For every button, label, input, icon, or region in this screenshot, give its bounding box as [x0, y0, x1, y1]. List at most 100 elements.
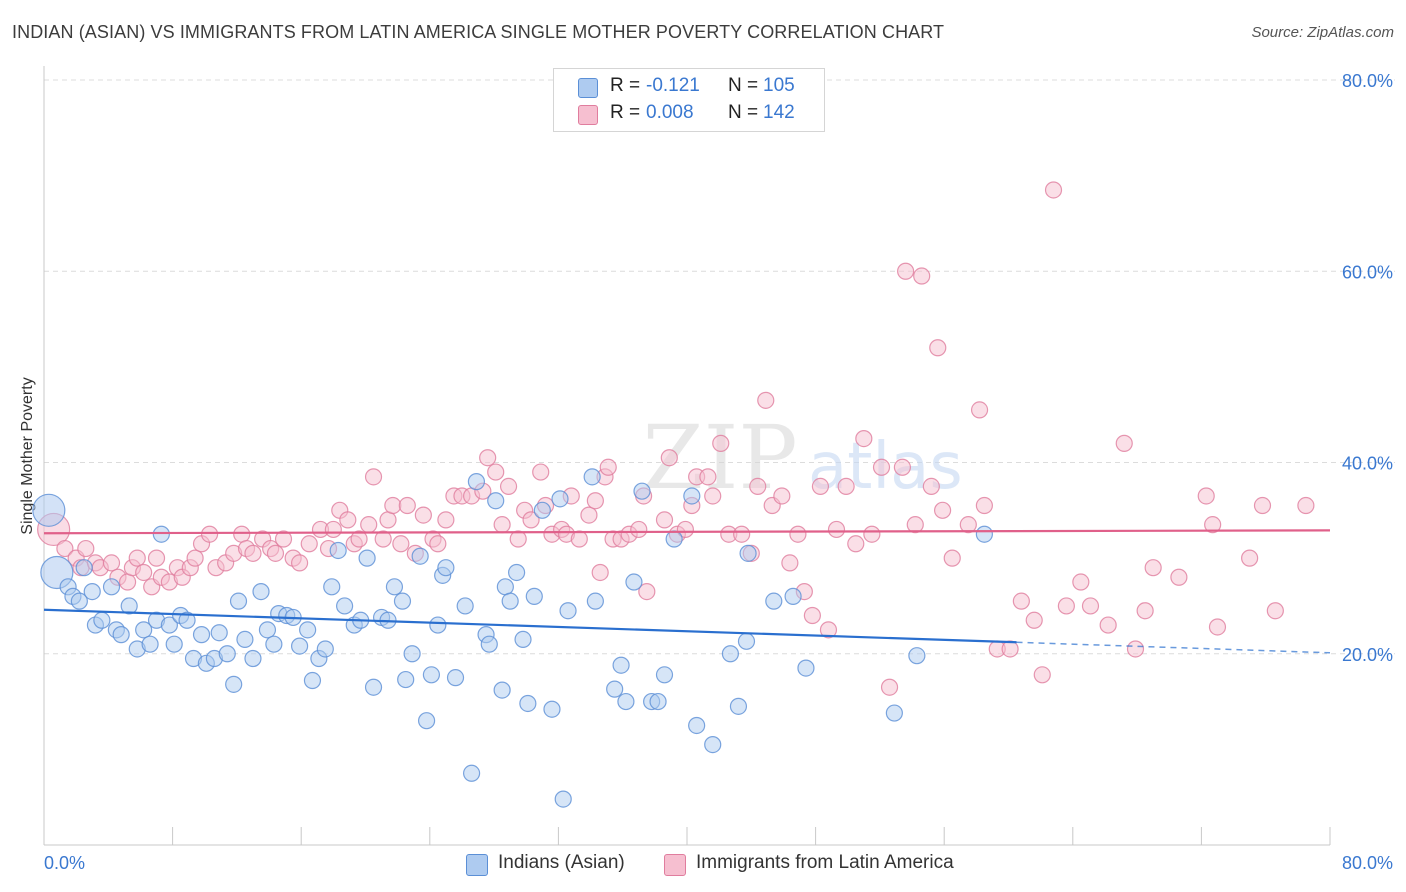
latin-america-point: [811, 477, 830, 496]
indians-point: [429, 616, 447, 634]
indians-point: [210, 624, 228, 642]
indians-point: [797, 659, 815, 677]
indians-point: [737, 632, 756, 650]
latin-america-point: [773, 487, 791, 505]
indians-point: [422, 666, 441, 684]
latin-america-point: [970, 401, 989, 419]
indians-point: [83, 582, 101, 601]
bottom-legend-label-indians: Indians (Asian): [498, 852, 625, 873]
legend-n-label: N =: [728, 102, 759, 123]
indians-point: [236, 630, 254, 649]
latin-america-point: [102, 554, 121, 572]
indians-point: [135, 621, 153, 639]
latin-america-point: [1081, 597, 1100, 615]
bottom-legend-label-latin-america: Immigrants from Latin America: [696, 852, 954, 873]
latin-america-point: [1001, 640, 1019, 658]
legend-n-value: 105: [763, 75, 795, 96]
latin-america-point: [56, 539, 74, 558]
latin-america-point: [712, 434, 730, 452]
latin-america-point: [147, 549, 166, 567]
latin-america-point: [135, 563, 153, 582]
latin-america-point: [586, 492, 604, 510]
latin-america-point: [789, 525, 807, 543]
latin-america-point: [749, 477, 767, 496]
latin-america-point: [487, 463, 505, 481]
indians-point: [265, 635, 283, 653]
latin-america-point: [77, 539, 95, 558]
latin-america-point: [509, 530, 527, 548]
indians-point: [525, 587, 543, 605]
latin-america-point: [274, 530, 293, 548]
latin-america-point: [414, 506, 432, 524]
indians-point: [784, 587, 802, 605]
latin-america-point: [1170, 568, 1188, 586]
indians-point: [218, 645, 236, 663]
latin-america-point: [437, 511, 455, 529]
latin-america-point: [933, 501, 952, 519]
indians-point: [244, 649, 262, 668]
latin-america-point: [638, 582, 656, 601]
indians-point: [975, 525, 993, 543]
latin-america-point: [872, 458, 891, 476]
indians-point: [160, 616, 178, 634]
latin-america-point: [676, 520, 694, 539]
indians-point: [75, 559, 93, 577]
latin-america-point: [570, 530, 588, 548]
indians-point: [329, 541, 347, 560]
latin-america-point: [704, 487, 722, 505]
latin-america-trend-line: [43, 529, 1331, 535]
latin-america-point: [975, 496, 993, 515]
indians-point: [316, 640, 334, 658]
indians-point: [336, 597, 354, 615]
indians-point: [437, 559, 455, 577]
indians-point: [885, 704, 903, 722]
gridlines: [44, 79, 1395, 655]
latin-america-point: [1144, 559, 1162, 577]
legend-r-value: -0.121: [646, 75, 700, 96]
correlation-legend: R = -0.121 N = 105 R = 0.008 N = 142: [553, 68, 825, 132]
latin-america-point: [827, 520, 846, 539]
indians-point: [358, 549, 376, 567]
legend-r-label: R =: [610, 75, 641, 96]
latin-america-point: [429, 535, 447, 553]
indians-point: [704, 735, 722, 754]
indians-point: [252, 582, 270, 601]
y-tick-label: 60.0%: [1342, 262, 1393, 282]
y-tick-label: 40.0%: [1342, 454, 1393, 474]
indians-point: [456, 597, 474, 615]
indians-point: [165, 635, 183, 653]
indians-point: [411, 547, 429, 565]
indians-point: [688, 716, 706, 735]
latin-america-point: [699, 468, 717, 486]
indians-point: [586, 592, 604, 610]
indians-point: [501, 592, 519, 610]
latin-america-point: [1025, 611, 1043, 629]
indians-point: [625, 573, 643, 591]
indians-point: [655, 666, 674, 684]
indians-point: [649, 692, 667, 711]
indians-point: [446, 669, 465, 687]
indians-point: [258, 621, 277, 639]
y-tick-label: 80.0%: [1342, 71, 1393, 91]
latin-america-point: [1126, 640, 1145, 658]
latin-america-point: [1057, 597, 1075, 615]
indians-point: [480, 635, 498, 653]
latin-america-point: [599, 458, 617, 476]
indians-point: [385, 578, 404, 596]
indians-point: [403, 645, 421, 663]
latin-america-point: [819, 621, 838, 639]
indians-point: [493, 681, 511, 699]
indians-point: [141, 635, 159, 653]
latin-america-point: [733, 525, 751, 543]
latin-america-point: [350, 530, 368, 548]
latin-america-point: [1241, 549, 1259, 567]
legend-swatch-latin-america: [578, 105, 598, 125]
indians-point: [323, 578, 341, 596]
latin-america-point: [1099, 616, 1117, 634]
latin-america-point: [244, 544, 262, 562]
legend-r-value: 0.008: [646, 102, 694, 123]
latin-america-point: [929, 339, 947, 357]
indians-point: [514, 630, 532, 649]
indians-trend-line: [43, 608, 1017, 644]
